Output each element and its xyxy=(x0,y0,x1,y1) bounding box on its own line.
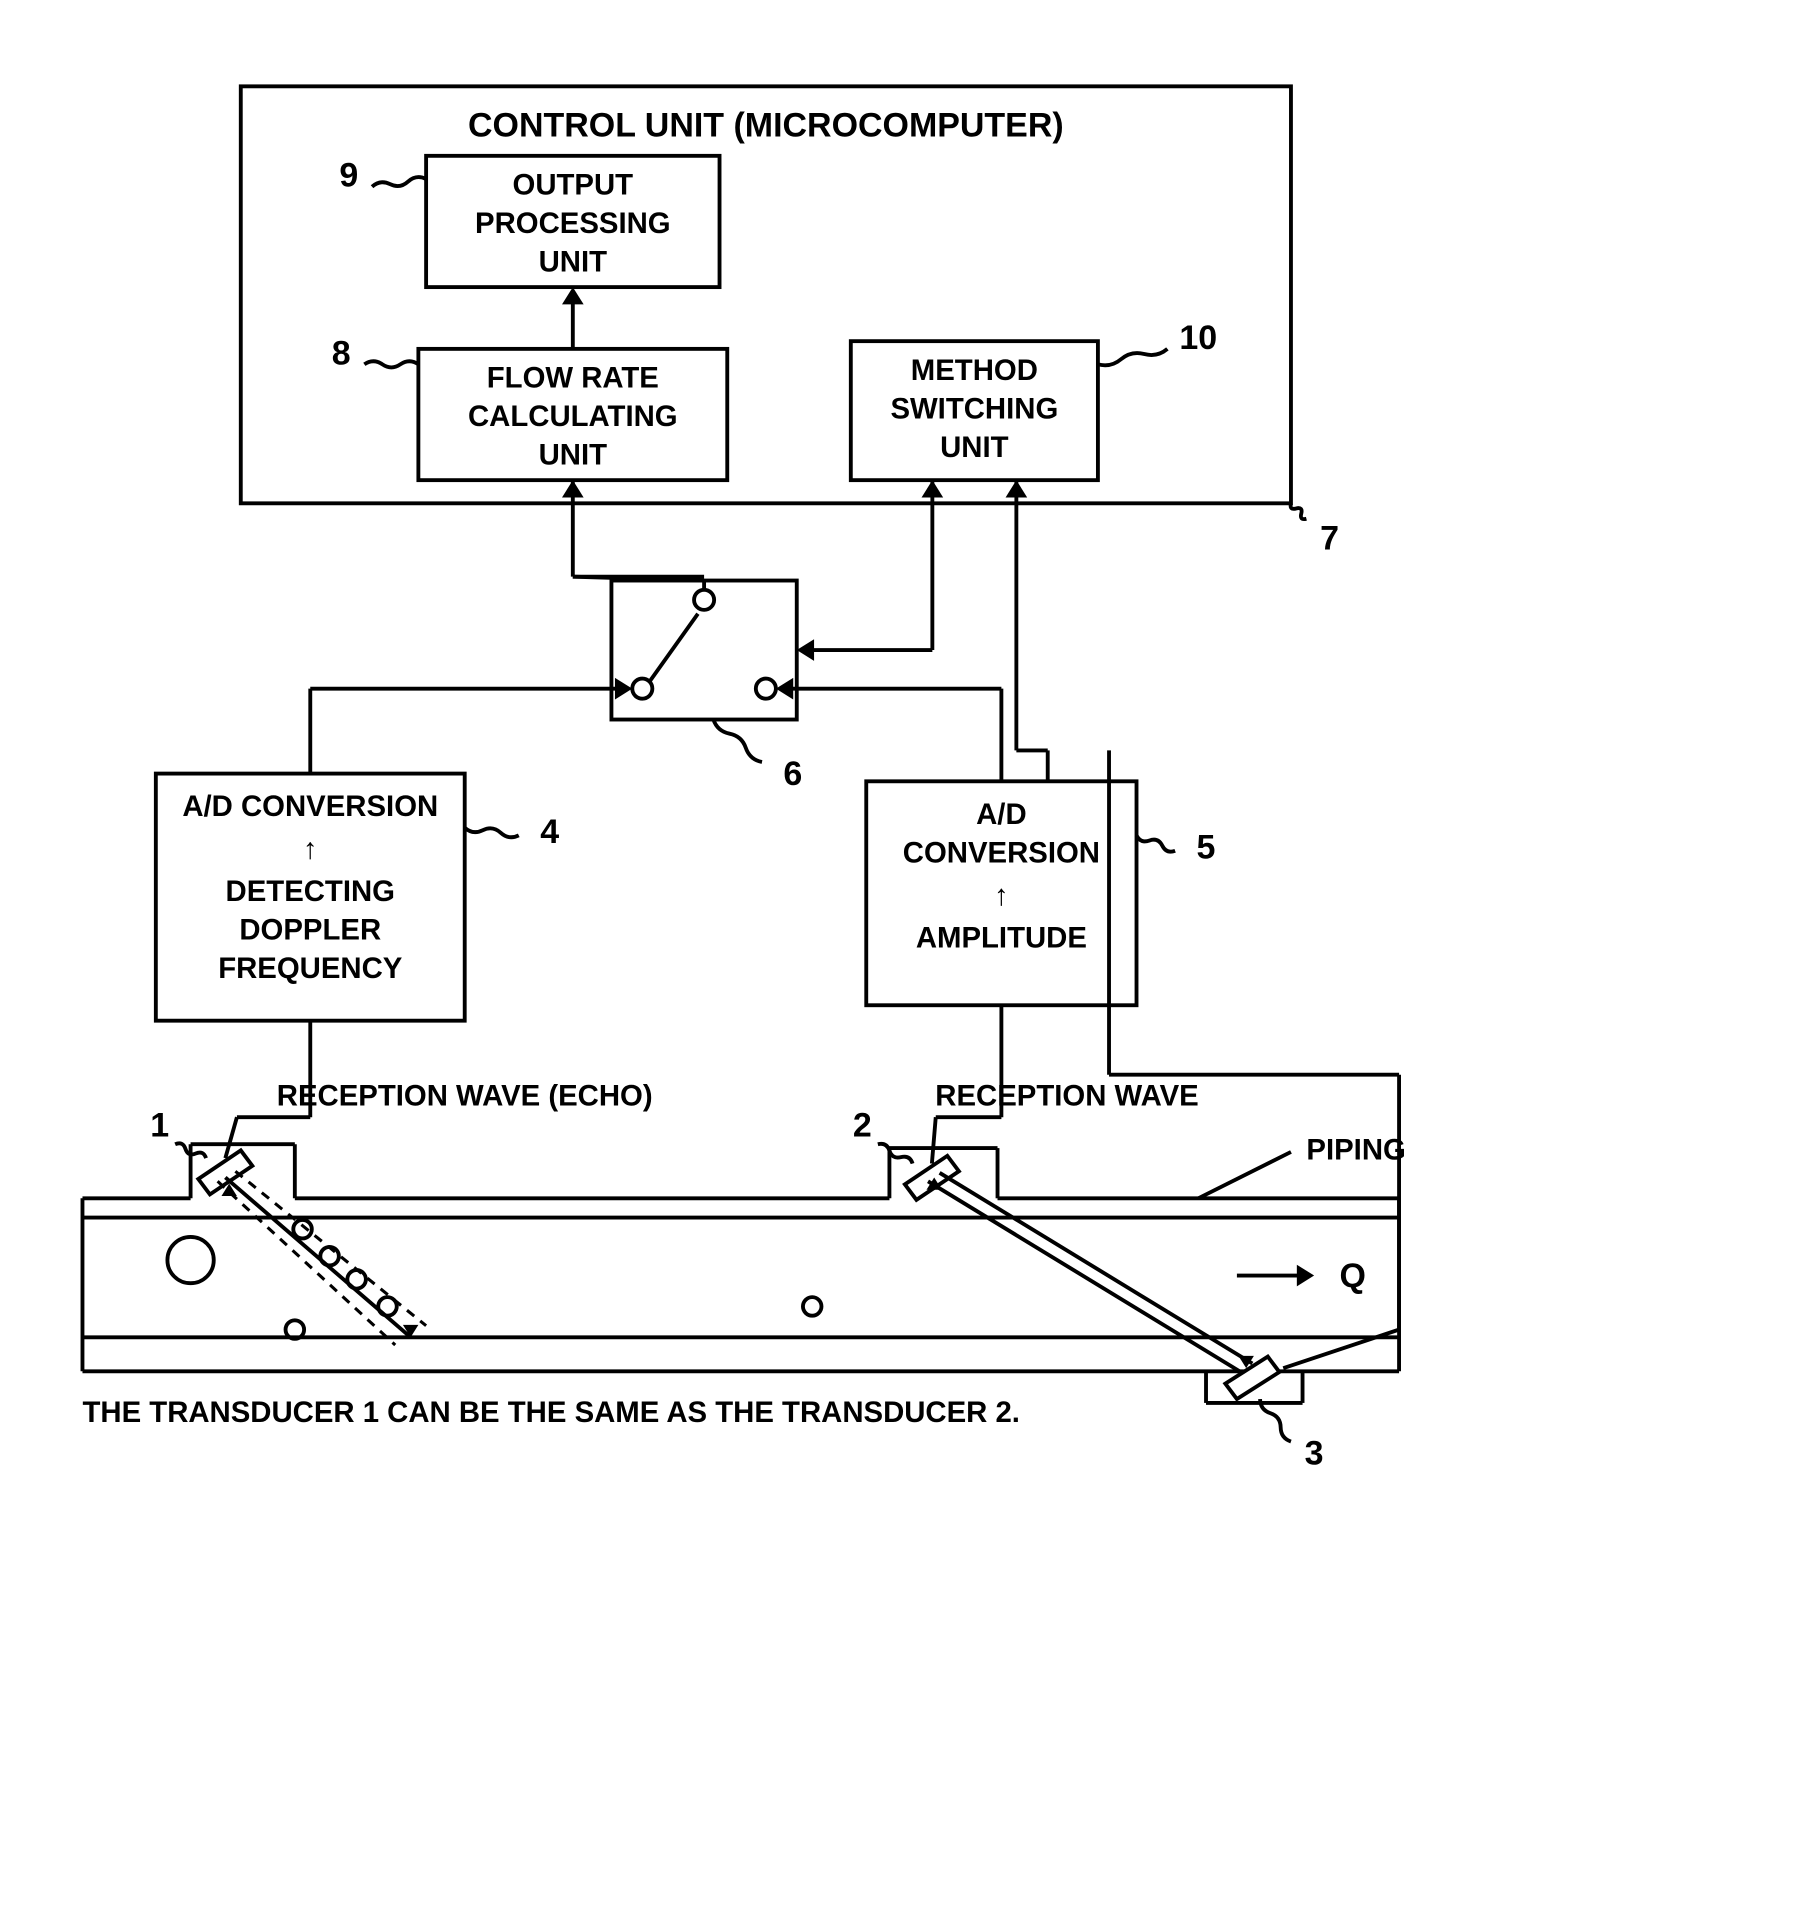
label: CONVERSION xyxy=(903,836,1100,869)
label: FLOW RATE xyxy=(487,361,659,394)
flow-q-label: Q xyxy=(1340,1257,1366,1295)
control-unit-title: CONTROL UNIT (MICROCOMPUTER) xyxy=(468,107,1064,145)
piping-label: PIPING xyxy=(1306,1134,1405,1167)
label: UNIT xyxy=(539,439,608,472)
label: A/D xyxy=(976,798,1027,831)
label: CALCULATING xyxy=(468,400,678,433)
label: UNIT xyxy=(940,431,1009,464)
label: DETECTING xyxy=(226,875,395,908)
reception-wave-label: RECEPTION WAVE xyxy=(935,1080,1198,1113)
ref-5: 5 xyxy=(1197,829,1216,867)
label: OUTPUT xyxy=(513,168,634,201)
label: ↑ xyxy=(303,833,318,866)
ref-9: 9 xyxy=(339,157,358,195)
label: ↑ xyxy=(994,879,1009,912)
footnote-text: THE TRANSDUCER 1 CAN BE THE SAME AS THE … xyxy=(82,1396,1019,1429)
control-unit-box xyxy=(241,86,1291,503)
ref-6: 6 xyxy=(783,755,802,793)
label: METHOD xyxy=(911,354,1038,387)
ref-7: 7 xyxy=(1320,520,1339,558)
diagram-svg: CONTROL UNIT (MICROCOMPUTER) 7 OUTPUT PROCE… xyxy=(40,40,1440,1519)
ref-1: 1 xyxy=(150,1107,169,1145)
reception-wave-echo-label: RECEPTION WAVE (ECHO) xyxy=(277,1080,653,1113)
label: FREQUENCY xyxy=(218,952,403,985)
label: UNIT xyxy=(539,246,608,279)
ref-10: 10 xyxy=(1179,319,1217,357)
ref-2: 2 xyxy=(853,1107,872,1145)
label: PROCESSING xyxy=(475,207,671,240)
ref-8: 8 xyxy=(332,334,351,372)
ref-3: 3 xyxy=(1305,1435,1324,1473)
label: AMPLITUDE xyxy=(916,921,1087,954)
ref-4: 4 xyxy=(540,813,559,851)
label: A/D CONVERSION xyxy=(182,790,438,823)
label: DOPPLER xyxy=(239,914,381,947)
label: SWITCHING xyxy=(890,392,1058,425)
